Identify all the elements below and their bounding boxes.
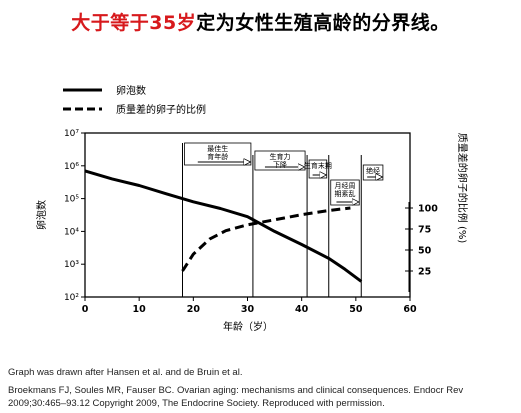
x-tick-label: 40 bbox=[295, 304, 309, 315]
y-tick-label: 10⁵ bbox=[64, 195, 79, 205]
axes: 0 10 20 30 40 50 60 10⁷ 10⁶ 10⁵ 10⁴ 10³ 10² 100 75 50 25 bbox=[64, 129, 438, 315]
stage-label: 生育力 bbox=[270, 152, 291, 161]
title-highlight: 大于等于35岁 bbox=[71, 12, 197, 34]
x-tick-label: 50 bbox=[349, 304, 363, 315]
x-tick-label: 60 bbox=[403, 304, 417, 315]
x-axis-label: 年龄（岁） bbox=[223, 320, 273, 333]
stage-label: 月经周 bbox=[335, 181, 356, 190]
y-tick-label: 10² bbox=[64, 293, 79, 303]
stage-label: 最佳生 bbox=[207, 144, 228, 153]
legend-label-poor-quality: 质量差的卵子的比例 bbox=[116, 103, 206, 116]
source-note: Graph was drawn after Hansen et al. and … bbox=[8, 367, 243, 378]
legend: 卵泡数 质量差的卵子的比例 bbox=[63, 84, 206, 116]
y-axis-label: 卵泡数 bbox=[35, 200, 48, 230]
y2-tick-label: 50 bbox=[418, 246, 432, 257]
series-line-poor-quality bbox=[181, 206, 351, 272]
stage-label: 绝经 bbox=[366, 166, 380, 175]
y-tick-label: 10⁷ bbox=[64, 129, 79, 139]
y2-axis-label: 质量差的卵子的比例 (%) bbox=[456, 133, 469, 244]
y-tick-label: 10⁴ bbox=[64, 227, 79, 237]
slide-title: 大于等于35岁定为女性生殖高龄的分界线。 bbox=[0, 8, 521, 35]
title-rest: 定为女性生殖高龄的分界线。 bbox=[196, 12, 450, 34]
x-tick-label: 20 bbox=[187, 304, 201, 315]
y2-tick-label: 100 bbox=[418, 204, 438, 215]
x-tick-label: 0 bbox=[82, 304, 89, 315]
stage-box bbox=[254, 150, 306, 171]
y-tick-label: 10³ bbox=[64, 260, 79, 270]
stage-box bbox=[184, 142, 252, 166]
x-tick-label: 10 bbox=[133, 304, 147, 315]
series bbox=[84, 169, 363, 283]
series-line-follicles bbox=[84, 169, 363, 283]
y-tick-label: 10⁶ bbox=[64, 162, 79, 172]
stage-label: 下降 bbox=[273, 160, 287, 169]
stage-label: 育年龄 bbox=[207, 152, 228, 161]
stage-label: 期紊乱 bbox=[335, 189, 356, 198]
stage-label: 生育末期 bbox=[304, 161, 332, 170]
x-tick-label: 30 bbox=[241, 304, 255, 315]
y2-tick-label: 25 bbox=[418, 267, 431, 278]
citation: Broekmans FJ, Soules MR, Fauser BC. Ovar… bbox=[8, 385, 464, 409]
legend-label-follicles: 卵泡数 bbox=[116, 84, 146, 97]
y2-tick-label: 75 bbox=[418, 225, 431, 236]
